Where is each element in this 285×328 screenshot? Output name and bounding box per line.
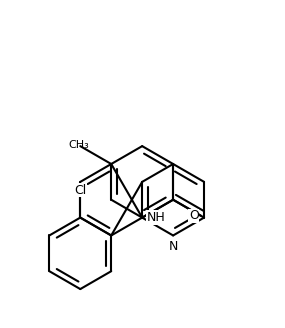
- Text: O: O: [189, 209, 199, 222]
- Text: Cl: Cl: [74, 184, 86, 196]
- Text: N: N: [168, 240, 178, 254]
- Text: NH: NH: [147, 211, 165, 224]
- Text: CH₃: CH₃: [68, 140, 89, 150]
